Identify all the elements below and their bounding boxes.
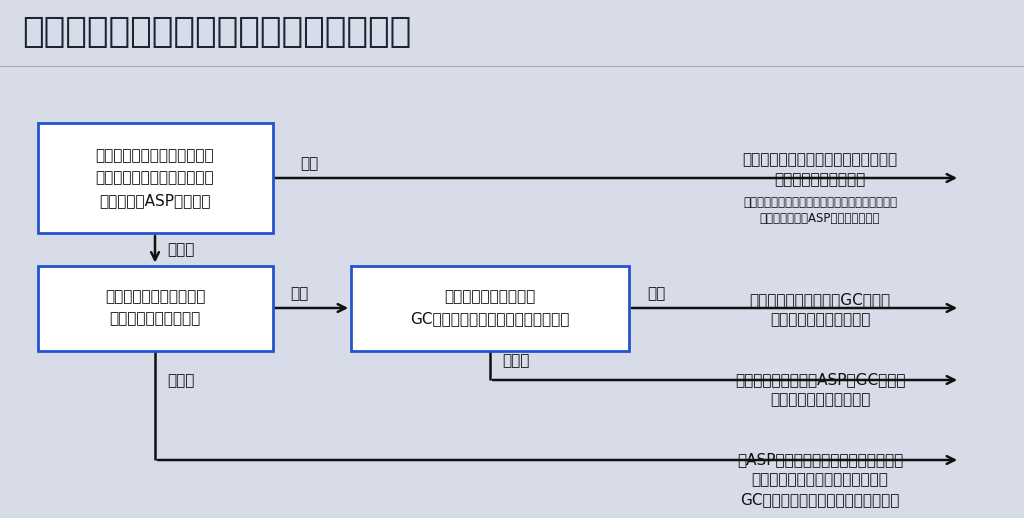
Text: いいえ: いいえ <box>167 373 195 388</box>
Text: 運用管理補助業務を担当: 運用管理補助業務を担当 <box>770 393 870 408</box>
Text: （自治体様に全体の運用管理補助業務設置の意向: （自治体様に全体の運用管理補助業務設置の意向 <box>743 195 897 209</box>
FancyBboxPatch shape <box>38 266 272 351</box>
Text: ことが多いと思われる: ことが多いと思われる <box>774 172 865 188</box>
Text: 統合運用管理補助業務を
設置したい意向がある: 統合運用管理補助業務を 設置したい意向がある <box>104 290 205 327</box>
Text: がない、またはASPの仕様により）: がない、またはASPの仕様により） <box>760 211 881 224</box>
Text: はい: はい <box>647 286 666 301</box>
Text: いいえ: いいえ <box>502 353 529 368</box>
Text: 統合運用管理補助業務の実施主体の整理: 統合運用管理補助業務の実施主体の整理 <box>22 15 412 49</box>
Text: 運用管理補助業務を担当: 運用管理補助業務を担当 <box>770 312 870 327</box>
Text: はい: はい <box>300 156 318 171</box>
Text: ネットワーク事業者が
GC全体の運用管理補助業務を担える: ネットワーク事業者が GC全体の運用管理補助業務を担える <box>411 290 569 327</box>
Text: ネットワーク事業者がGC全体の: ネットワーク事業者がGC全体の <box>750 293 891 308</box>
Text: はい: はい <box>291 286 309 301</box>
FancyBboxPatch shape <box>38 123 272 233</box>
Text: 適用等の運用管理補助業務を実施: 適用等の運用管理補助業務を実施 <box>752 472 889 487</box>
Text: 全体の運用管理補助業務は不要になる: 全体の運用管理補助業務は不要になる <box>742 152 898 167</box>
Text: いずれかの単独利用ASPがGC全体の: いずれかの単独利用ASPがGC全体の <box>735 372 905 387</box>
Text: GC全体の環境を統制する業務は不要: GC全体の環境を統制する業務は不要 <box>740 493 900 508</box>
FancyBboxPatch shape <box>351 266 629 351</box>
Text: いいえ: いいえ <box>167 242 195 257</box>
Text: 各ASP事業者がガバクラテンプレート: 各ASP事業者がガバクラテンプレート <box>737 453 903 468</box>
Text: 全業務のアプリケーションが
共同利用方式のみで完結する
（単独利用ASPがない）: 全業務のアプリケーションが 共同利用方式のみで完結する （単独利用ASPがない） <box>95 148 214 208</box>
